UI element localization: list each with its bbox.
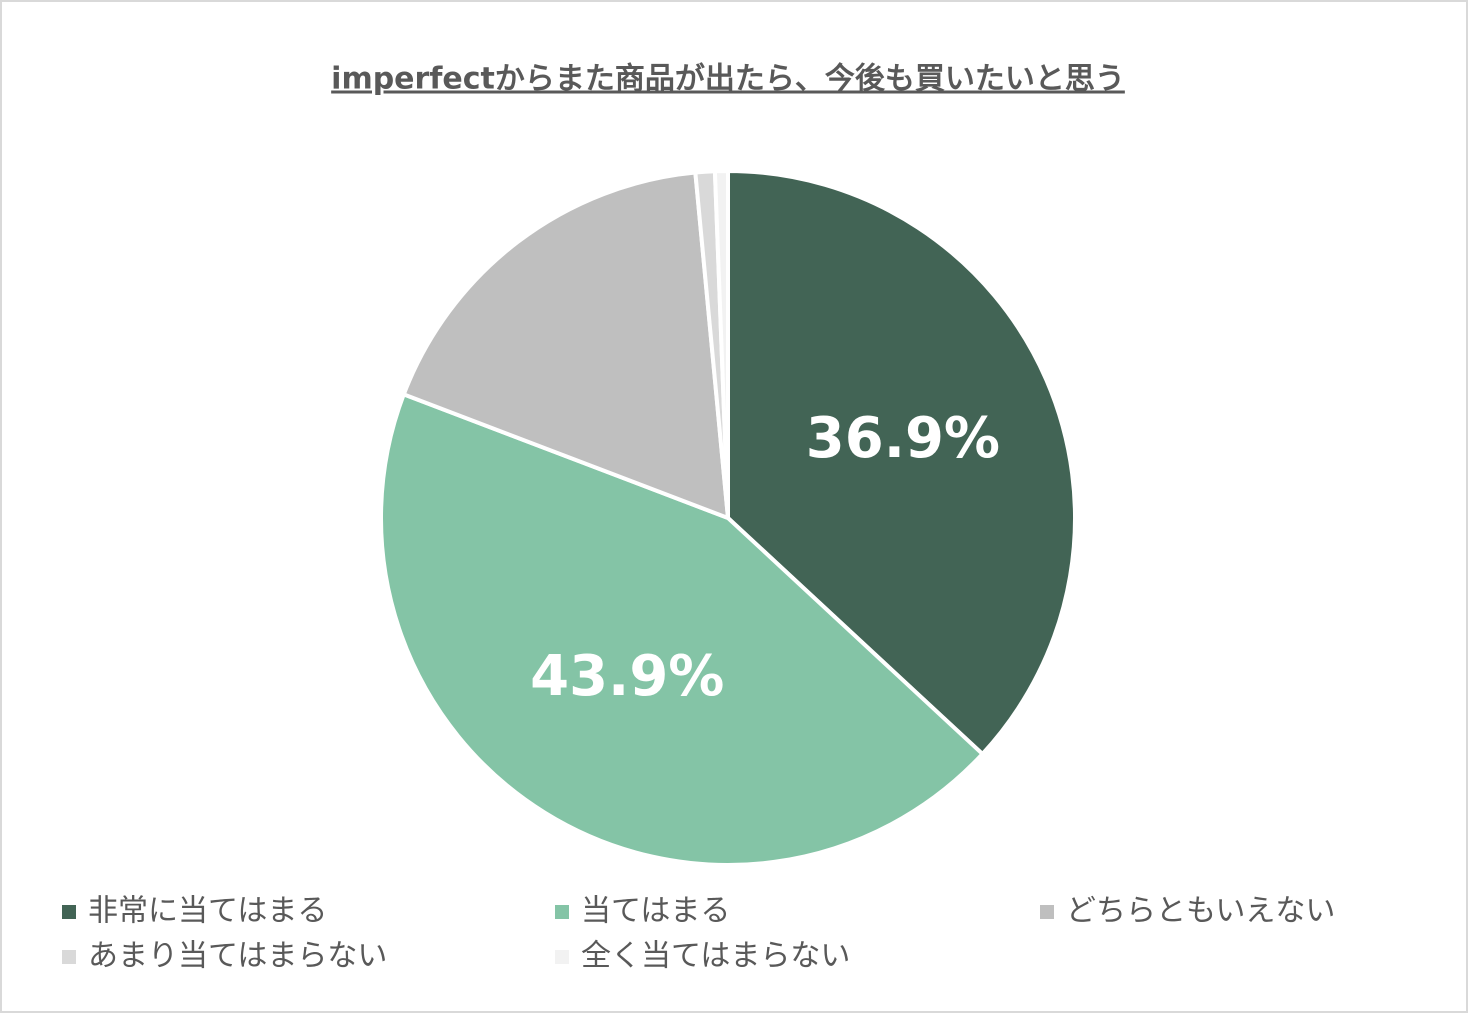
data-label: 43.9% bbox=[530, 644, 724, 709]
pie-slice bbox=[712, 168, 730, 519]
pie-slice bbox=[726, 168, 1077, 757]
pie-slice bbox=[401, 170, 731, 522]
legend-swatch bbox=[555, 905, 569, 919]
legend-swatch bbox=[555, 950, 569, 964]
legend-label: 非常に当てはまる bbox=[88, 894, 327, 929]
legend-label: あまり当てはまらない bbox=[88, 939, 387, 974]
legend-label: 当てはまる bbox=[581, 894, 730, 929]
pie-slice bbox=[379, 391, 986, 867]
legend-label: どちらともいえない bbox=[1066, 894, 1335, 929]
chart-title: imperfectからまた商品が出たら、今後も買いたいと思う bbox=[331, 62, 1125, 97]
legend-swatch bbox=[1040, 905, 1054, 919]
legend-swatch bbox=[62, 950, 76, 964]
data-label: 36.9% bbox=[806, 406, 1000, 471]
legend-label: 全く当てはまらない bbox=[581, 939, 850, 974]
legend-swatch bbox=[62, 905, 76, 919]
